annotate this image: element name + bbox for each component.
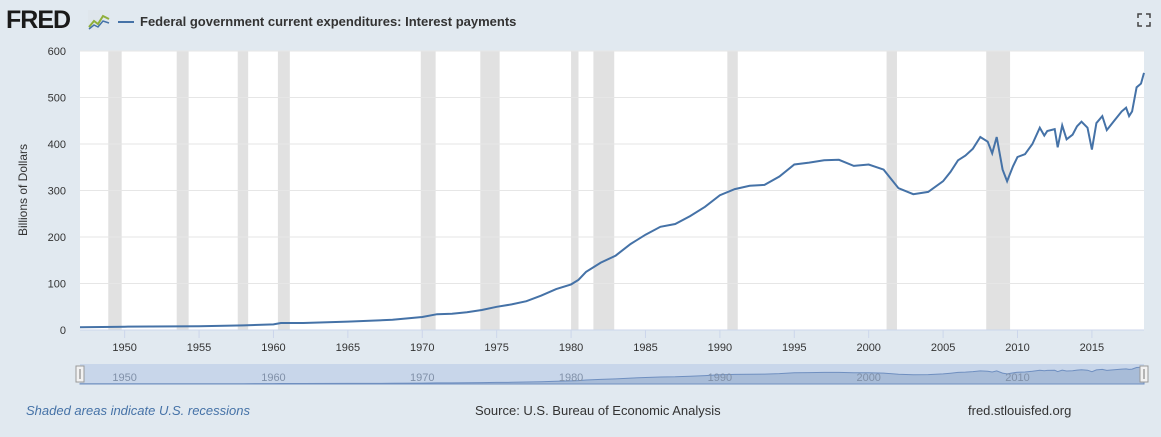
x-tick-label: 1965: [336, 342, 360, 354]
navigator-tick-label: 1970: [410, 372, 434, 384]
x-tick-label: 2010: [1005, 342, 1029, 354]
x-tick-label: 1950: [112, 342, 136, 354]
series-line: [79, 72, 1145, 329]
x-tick-label: 2005: [931, 342, 955, 354]
fred-chart-icon: [88, 10, 110, 30]
y-tick-label: 500: [48, 93, 66, 105]
x-tick-label: 1960: [261, 342, 285, 354]
navigator-tick-label: 2000: [856, 372, 880, 384]
y-tick-label: 0: [60, 325, 66, 337]
x-tick-label: 1970: [410, 342, 434, 354]
legend-line-swatch: [118, 20, 134, 23]
navigator-series-area: [79, 365, 1145, 385]
y-tick-label: 200: [48, 232, 66, 244]
x-tick-label: 1955: [187, 342, 211, 354]
fullscreen-icon[interactable]: [1137, 13, 1151, 27]
navigator-tick-label: 1980: [559, 372, 583, 384]
site-link[interactable]: fred.stlouisfed.org: [968, 403, 1072, 418]
series-legend[interactable]: Federal government current expenditures:…: [118, 14, 516, 29]
navigator-tick-label: 1960: [261, 372, 285, 384]
x-tick-label: 1995: [782, 342, 806, 354]
y-axis-ticks: 0 100 200 300 400 500 600: [48, 46, 66, 337]
chart-header: FRED Federal government current expendit…: [0, 0, 1161, 44]
navigator-tick-label: 2010: [1005, 372, 1029, 384]
y-tick-label: 100: [48, 279, 66, 291]
fred-logo[interactable]: FRED: [6, 6, 71, 34]
navigator-tick-label: 1990: [708, 372, 732, 384]
x-tick-label: 1980: [559, 342, 583, 354]
y-axis-label: Billions of Dollars: [16, 144, 30, 236]
recession-note[interactable]: Shaded areas indicate U.S. recessions: [26, 403, 251, 418]
x-tick-label: 1990: [708, 342, 732, 354]
source-text: Source: U.S. Bureau of Economic Analysis: [475, 403, 721, 418]
navigator-ticks: 1950 1960 1970 1980 1990 2000 2010: [112, 372, 1029, 384]
legend-label: Federal government current expenditures:…: [140, 14, 517, 29]
x-tick-label: 1985: [633, 342, 657, 354]
x-tick-label: 2015: [1080, 342, 1104, 354]
navigator-tick-label: 1950: [112, 372, 136, 384]
x-axis-ticks: 1950 1955 1960 1965 1970 1975 1980 1985 1990 1995…: [112, 330, 1104, 354]
y-tick-label: 300: [48, 186, 66, 198]
y-gridlines: [80, 50, 1144, 284]
x-tick-label: 1975: [484, 342, 508, 354]
navigator[interactable]: 1950 1960 1970 1980 1990 2000 2010: [75, 364, 1149, 385]
x-tick-label: 2000: [856, 342, 880, 354]
y-tick-label: 400: [48, 139, 66, 151]
y-tick-label: 600: [48, 46, 66, 58]
